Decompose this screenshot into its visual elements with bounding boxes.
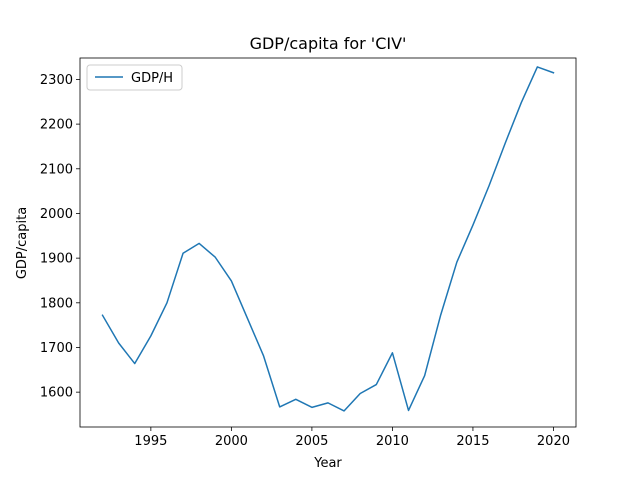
series-line-0 [101,66,555,412]
legend-box [86,64,183,91]
y-tick-label-1600: 1600 [40,386,73,401]
x-tick-label-1995: 1995 [134,434,167,449]
x-tick-label-2020: 2020 [537,434,570,449]
y-tick-label-2200: 2200 [40,118,73,133]
x-tick-label-2015: 2015 [456,434,489,449]
chart-title: GDP/capita for 'CIV' [250,34,407,53]
x-axis-label: Year [313,456,342,471]
plot-area [79,57,577,428]
y-tick-label-2100: 2100 [40,162,73,177]
y-tick-label-1800: 1800 [40,296,73,311]
x-tick-label-2000: 2000 [215,434,248,449]
y-tick-label-2000: 2000 [40,207,73,222]
x-tick-label-2010: 2010 [376,434,409,449]
y-axis-label: GDP/capita [15,207,30,279]
legend: GDP/H [86,64,183,91]
y-tick-label-2300: 2300 [40,73,73,88]
x-axis: 1995 2000 2005 2010 2015 2020 [134,427,570,449]
y-tick-label-1700: 1700 [40,341,73,356]
y-axis: 1600 1700 1800 1900 2000 2100 2200 2300 [40,73,80,401]
y-tick-label-1900: 1900 [40,252,73,267]
legend-label-0: GDP/H [131,71,173,86]
plot-frame [79,57,577,428]
x-tick-label-2005: 2005 [295,434,328,449]
